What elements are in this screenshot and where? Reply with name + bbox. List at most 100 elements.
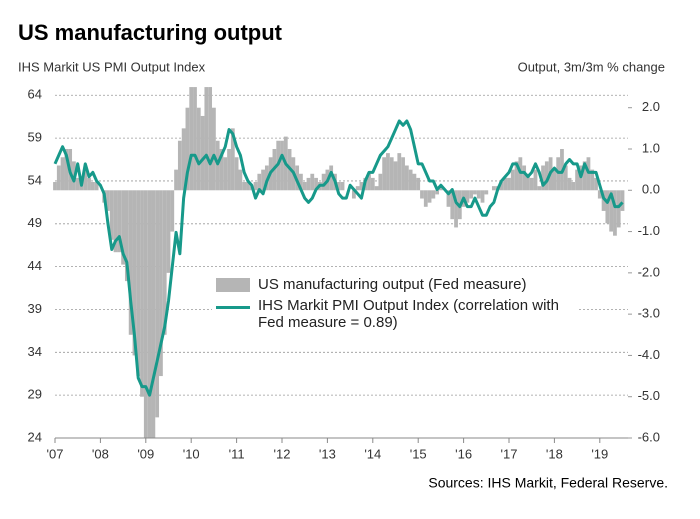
bar [499, 182, 504, 191]
bar [219, 148, 224, 191]
bar [355, 186, 360, 191]
bar [404, 165, 409, 191]
bar [616, 190, 621, 228]
bar [552, 169, 557, 191]
bar [53, 182, 57, 191]
bar [336, 182, 341, 191]
bar [382, 157, 387, 191]
bar [87, 177, 91, 191]
bar [329, 165, 334, 191]
x-tick-label: '19 [591, 446, 608, 461]
bar [246, 182, 250, 191]
bar [594, 177, 598, 191]
bar [302, 182, 307, 191]
bar [412, 173, 417, 191]
bar [503, 177, 508, 191]
bar [386, 153, 390, 191]
bar [367, 173, 371, 191]
bar [321, 173, 326, 191]
bar [189, 87, 194, 191]
bar [397, 153, 402, 191]
legend-label: IHS Markit PMI Output Index (correlation… [258, 297, 559, 331]
bar [529, 177, 534, 191]
bar [571, 182, 576, 191]
bar [465, 190, 470, 203]
line [53, 119, 624, 397]
bar [507, 177, 511, 191]
bar [151, 190, 156, 438]
bar [567, 177, 572, 191]
y-tick-label: 39 [28, 301, 42, 316]
bar [174, 169, 178, 191]
bar [526, 173, 530, 191]
bar [469, 190, 474, 199]
x-tick-label: '09 [137, 446, 154, 461]
y2-tick-label: -6.0 [638, 429, 660, 444]
bar [132, 190, 137, 356]
x-tick-label: '08 [92, 446, 109, 461]
bar [177, 140, 182, 191]
bar [601, 190, 606, 211]
bar [196, 107, 201, 191]
y2-tick-label: 0.0 [642, 182, 660, 197]
y2-tick-label: -4.0 [638, 347, 660, 362]
y-tick-label: 59 [28, 130, 42, 145]
bar [159, 190, 163, 377]
bar [613, 190, 617, 236]
y-tick-label: 34 [28, 344, 42, 359]
y-tick-label: 49 [28, 215, 42, 230]
y2-tick-label: -3.0 [638, 306, 660, 321]
y2-tick-label: 2.0 [642, 99, 660, 114]
bar [378, 173, 383, 191]
y2-axis-label: Output, 3m/3m % change [518, 59, 665, 74]
bar [389, 157, 394, 191]
bar [90, 182, 95, 191]
bar [121, 190, 125, 265]
bar [359, 182, 364, 191]
bar [83, 169, 88, 191]
bar [185, 107, 190, 191]
bar [75, 177, 80, 191]
bar [106, 190, 110, 211]
bar [370, 177, 375, 191]
bar [620, 190, 625, 211]
bar [510, 169, 515, 191]
bar [609, 190, 614, 232]
bar [473, 190, 477, 195]
bar [124, 190, 129, 282]
bar [257, 173, 262, 191]
bar [242, 182, 247, 191]
bar [605, 190, 610, 224]
bar [193, 87, 197, 191]
bar [280, 140, 284, 191]
bar [314, 177, 318, 191]
bar [136, 190, 141, 377]
bar [64, 148, 69, 191]
bar [427, 190, 432, 203]
y-tick-label: 29 [28, 387, 42, 402]
bar [582, 161, 587, 191]
bar [117, 190, 122, 253]
y-tick-label: 24 [28, 429, 42, 444]
bar [533, 169, 538, 191]
bar [227, 148, 231, 191]
bar [423, 190, 428, 207]
y-tick-label: 44 [28, 258, 42, 273]
bar [544, 161, 549, 191]
bar [491, 186, 496, 191]
legend-label: US manufacturing output (Fed measure) [258, 276, 527, 293]
bar [208, 87, 213, 191]
bar [310, 173, 315, 191]
bar [200, 115, 205, 191]
bar [401, 157, 405, 191]
x-tick-label: '12 [274, 446, 291, 461]
bar [416, 177, 421, 191]
bar [408, 169, 413, 191]
y2-tick-label: -2.0 [638, 264, 660, 279]
bar [147, 190, 152, 438]
bar [238, 169, 243, 191]
bar [563, 165, 568, 191]
bar [590, 169, 595, 191]
bar [522, 165, 527, 191]
